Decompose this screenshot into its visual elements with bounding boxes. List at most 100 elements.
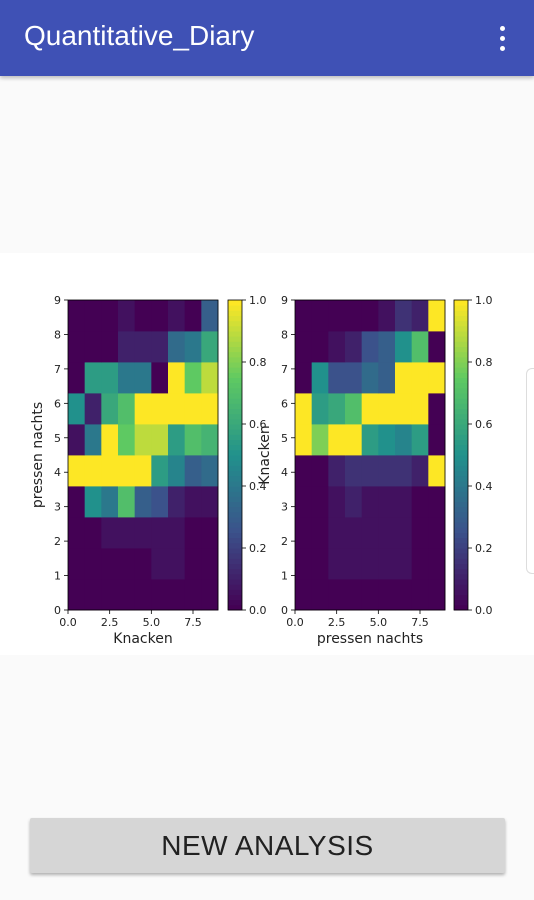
colorbar-segment (228, 325, 242, 332)
more-vert-icon[interactable] (482, 16, 522, 60)
y-tick-label: 1 (54, 570, 61, 583)
colorbar-segment (454, 506, 468, 513)
heatmap-1-cell (184, 486, 202, 518)
x-tick-label: 7.5 (184, 616, 202, 629)
heatmap-2-cell (411, 486, 429, 518)
colorbar-tick-label: 0.2 (475, 542, 493, 555)
colorbar-segment (454, 444, 468, 451)
heatmap-1-cell (201, 331, 219, 363)
heatmap-2-cell (428, 393, 446, 425)
heatmap-1-cell (151, 362, 169, 394)
colorbar-segment (228, 527, 242, 533)
colorbar-tick-label: 0.0 (475, 604, 493, 617)
x-tick-label: 0.0 (286, 616, 304, 629)
heatmap-2-cell (428, 579, 446, 611)
heatmap-2-cell (345, 517, 363, 549)
colorbar-segment (228, 408, 242, 415)
colorbar-segment (454, 315, 468, 322)
heatmap-1-cell (118, 486, 136, 518)
colorbar-segment (228, 532, 242, 539)
y-tick-label: 7 (54, 363, 61, 376)
heatmap-1-cell (118, 455, 136, 487)
colorbar-tick-label: 0.8 (249, 356, 267, 369)
heatmap-1-cell (84, 579, 102, 611)
y-tick-label: 2 (54, 535, 61, 548)
heatmap-2-cell (395, 300, 413, 332)
colorbar-segment (454, 599, 468, 606)
colorbar-segment (228, 310, 242, 316)
colorbar-segment (228, 377, 242, 384)
colorbar-segment (228, 351, 242, 358)
heatmap-2-cell (411, 424, 429, 456)
heatmap-1-cell (168, 393, 186, 425)
heatmap-2-cell (361, 486, 379, 518)
colorbar-segment (454, 341, 468, 347)
heatmap-1-cell (84, 455, 102, 487)
heatmap-2-cell (378, 455, 396, 487)
heatmap-2-cell (311, 331, 329, 363)
colorbar-segment (228, 439, 242, 446)
colorbar-tick-label: 0.6 (249, 418, 267, 431)
heatmap-2-cell (395, 455, 413, 487)
colorbar-2: 0.0 0.2 0.4 0.6 0.8 1.0 (453, 294, 493, 617)
heatmap-1-cell (168, 548, 186, 580)
heatmap-2-cell (345, 486, 363, 518)
colorbar-segment (228, 604, 242, 611)
colorbar-segment (228, 522, 242, 528)
heatmap-1-cell (68, 517, 86, 549)
colorbar-segment (228, 491, 242, 497)
y-tick-label: 8 (54, 328, 61, 341)
heatmap-1-cell (168, 362, 186, 394)
heatmap-2-cell (361, 548, 379, 580)
colorbar-segment (454, 305, 468, 311)
y-tick-label: 4 (54, 466, 61, 479)
y-tick-label: 5 (54, 432, 61, 445)
colorbar-segment (454, 346, 468, 353)
heatmap-2-cell (411, 331, 429, 363)
colorbar-segment (228, 449, 242, 456)
colorbar-segment (228, 362, 242, 368)
colorbar-segment (454, 486, 468, 492)
heatmap-2-cell (411, 300, 429, 332)
heatmap-2-cell (428, 300, 446, 332)
heatmap-2-cell (428, 331, 446, 363)
colorbar-segment (454, 325, 468, 332)
heatmap-1-cell (134, 331, 152, 363)
colorbar-segment (228, 470, 242, 477)
colorbar-segment (228, 579, 242, 585)
heatmap-1-cell (151, 393, 169, 425)
heatmap-2-cell (311, 517, 329, 549)
colorbar-segment (454, 470, 468, 477)
heatmap-1-cell (118, 300, 136, 332)
heatmap-2-cell (311, 362, 329, 394)
heatmap-1-cell (101, 548, 119, 580)
heatmap-2-cell (428, 486, 446, 518)
heatmap-2-cell (295, 548, 313, 580)
heatmap-1-cell (68, 455, 86, 487)
colorbar-segment (228, 517, 242, 523)
heatmap-2-cell (328, 486, 346, 518)
colorbar-segment (228, 341, 242, 347)
x-axis-label: pressen nachts (317, 631, 423, 647)
heatmap-1-cell (68, 393, 86, 425)
colorbar-segment (454, 320, 468, 327)
heatmap-2-cell (395, 579, 413, 611)
heatmap-1-cell (68, 486, 86, 518)
heatmap-1-cell (151, 486, 169, 518)
heatmap-2 (295, 300, 446, 611)
colorbar-segment (454, 579, 468, 585)
heatmap-2-cell (428, 455, 446, 487)
colorbar-segment (454, 403, 468, 409)
heatmap-1-cell (168, 331, 186, 363)
colorbar-segment (228, 558, 242, 564)
heatmap-1-cell (134, 393, 152, 425)
y-tick-label: 9 (281, 294, 288, 307)
heatmap-1-cell (101, 300, 119, 332)
colorbar-segment (454, 455, 468, 461)
heatmap-1-cell (118, 579, 136, 611)
heatmap-1-cell (134, 517, 152, 549)
edge-panel-handle[interactable] (526, 368, 534, 574)
new-analysis-button[interactable]: NEW ANALYSIS (30, 818, 505, 873)
colorbar-tick-label: 0.6 (475, 418, 493, 431)
app-bar: Quantitative_Diary (0, 0, 534, 76)
